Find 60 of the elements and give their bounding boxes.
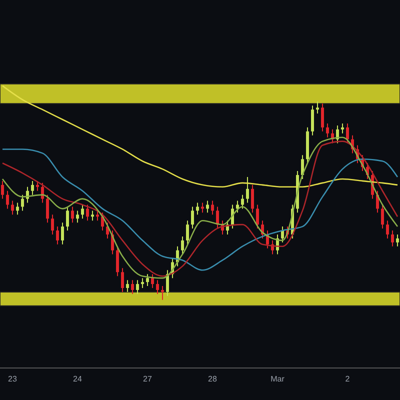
candlestick	[241, 194, 244, 210]
candlestick	[251, 184, 254, 214]
candlestick	[136, 280, 139, 294]
candlestick	[11, 200, 14, 216]
x-tick-label: 23	[8, 374, 18, 384]
candlestick	[116, 246, 119, 277]
candlestick	[196, 202, 199, 216]
candlestick	[56, 226, 59, 245]
candlestick	[1, 180, 4, 200]
x-tick-label: 27	[143, 374, 152, 384]
candlestick	[6, 190, 9, 210]
x-tick-label: 2	[345, 374, 350, 384]
candlestick	[141, 278, 144, 288]
candlestick	[86, 204, 89, 222]
candlestick	[256, 204, 259, 230]
candlestick	[131, 280, 134, 294]
candlestick	[156, 280, 159, 294]
candlestick	[316, 101, 319, 114]
candlestick	[246, 176, 249, 204]
candlestick	[16, 202, 19, 216]
candlestick	[166, 270, 169, 296]
candlestick	[216, 206, 219, 230]
candlestick	[206, 200, 209, 214]
candlestick	[211, 200, 214, 216]
candlestick	[71, 206, 74, 224]
candlestick	[146, 274, 149, 287]
candlestick	[31, 180, 34, 196]
candlestick	[51, 214, 54, 235]
candlestick	[151, 274, 154, 288]
x-tick-label: Mar	[270, 374, 285, 384]
x-tick-label: 24	[73, 374, 82, 384]
candlestick	[341, 122, 344, 134]
candlestick	[301, 154, 304, 180]
candlestick	[346, 122, 349, 144]
candlestick	[201, 202, 204, 214]
candlestick	[236, 200, 239, 214]
x-tick-label: 28	[208, 374, 218, 384]
candlestick	[391, 230, 394, 247]
candlestick	[396, 234, 399, 247]
candlestick	[281, 226, 284, 243]
candlestick	[66, 206, 69, 232]
candlestick	[326, 122, 329, 138]
candlestick	[381, 204, 384, 230]
candlestick	[311, 105, 314, 136]
candlestick	[121, 268, 124, 292]
candlestick	[386, 220, 389, 239]
candlestick	[21, 194, 24, 212]
candlestick	[76, 210, 79, 224]
candlestick	[96, 210, 99, 222]
candlestick	[91, 210, 94, 222]
candlestick	[81, 204, 84, 220]
candlestick	[161, 286, 164, 300]
candlestick	[321, 103, 324, 132]
candlestick	[191, 206, 194, 230]
candlestick	[186, 220, 189, 245]
candlestick	[41, 182, 44, 204]
candlestick	[61, 222, 64, 245]
candlestick	[181, 236, 184, 255]
candlestick	[126, 280, 129, 292]
candlestick	[46, 194, 49, 224]
